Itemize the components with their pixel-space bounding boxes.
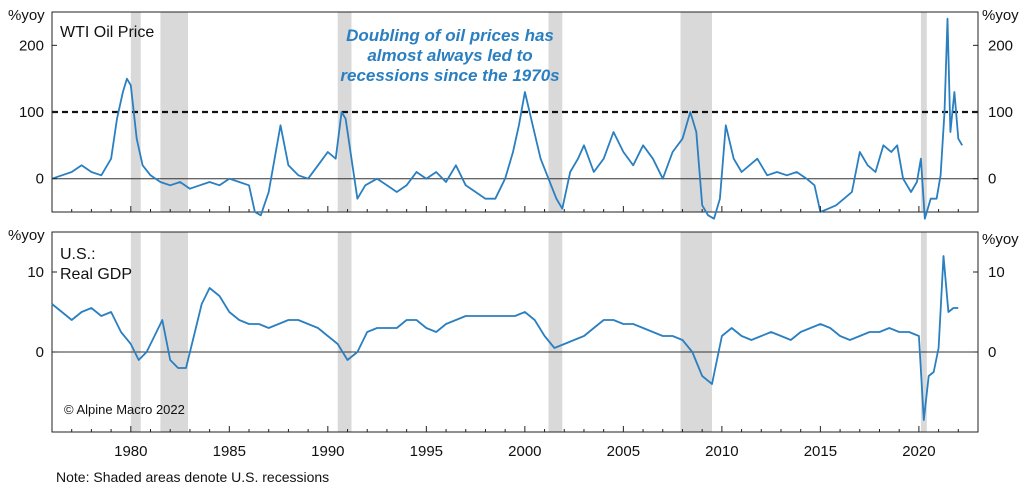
xtick-label-2010: 2010 xyxy=(705,443,738,460)
footnote: Note: Shaded areas denote U.S. recession… xyxy=(56,469,329,485)
ytick-label-left-p0-0: 0 xyxy=(36,171,44,188)
xtick-label-2005: 2005 xyxy=(607,443,640,460)
recession-band-4-panel-1 xyxy=(680,232,712,432)
ytick-label-left-p1-0: 0 xyxy=(36,344,44,361)
top-panel-title: WTI Oil Price xyxy=(60,24,154,41)
xtick-label-2015: 2015 xyxy=(804,443,837,460)
ytick-label-right-p1-10: 10 xyxy=(988,264,1005,281)
wti-series xyxy=(51,17,963,220)
recession-band-5-panel-1 xyxy=(920,232,927,432)
ytick-label-left-p0-100: 100 xyxy=(19,104,44,121)
xtick-label-2020: 2020 xyxy=(902,443,935,460)
xtick-label-1995: 1995 xyxy=(410,443,443,460)
bottom-panel-frame xyxy=(51,231,979,433)
annotation-line-3: recessions since the 1970s xyxy=(340,66,559,85)
xtick-label-1980: 1980 xyxy=(114,443,147,460)
top-right-unit-label: %yoy xyxy=(982,7,1019,24)
bottom-panel-title-line-1: U.S.: xyxy=(60,246,96,263)
gdp-series xyxy=(51,255,959,421)
recession-band-0-panel-1 xyxy=(130,232,141,432)
annotation-line-1: Doubling of oil prices has xyxy=(346,26,554,45)
recession-band-2-panel-1 xyxy=(337,232,352,432)
recession-band-3-panel-1 xyxy=(548,232,563,432)
xtick-label-1985: 1985 xyxy=(213,443,246,460)
gdp-line-0 xyxy=(51,255,959,421)
ytick-label-right-p0-100: 100 xyxy=(988,104,1013,121)
zero-lines xyxy=(52,178,978,353)
annotation-line-2: almost always led to xyxy=(367,46,532,65)
bottom-panel-title-line-2: Real GDP xyxy=(60,266,132,283)
xtick-label-2000: 2000 xyxy=(508,443,541,460)
ytick-label-right-p0-200: 200 xyxy=(988,37,1013,54)
ytick-label-right-p1-0: 0 xyxy=(988,344,996,361)
ytick-label-left-p1-10: 10 xyxy=(27,264,44,281)
ytick-label-right-p0-0: 0 xyxy=(988,171,996,188)
ytick-label-left-p0-200: 200 xyxy=(19,37,44,54)
top-left-unit-label: %yoy xyxy=(8,7,45,24)
copyright: © Alpine Macro 2022 xyxy=(64,402,185,417)
bottom-right-unit-label: %yoy xyxy=(982,231,1019,248)
wti-line-0 xyxy=(51,17,963,220)
bottom-left-unit-label: %yoy xyxy=(8,227,45,244)
xtick-label-1990: 1990 xyxy=(311,443,344,460)
